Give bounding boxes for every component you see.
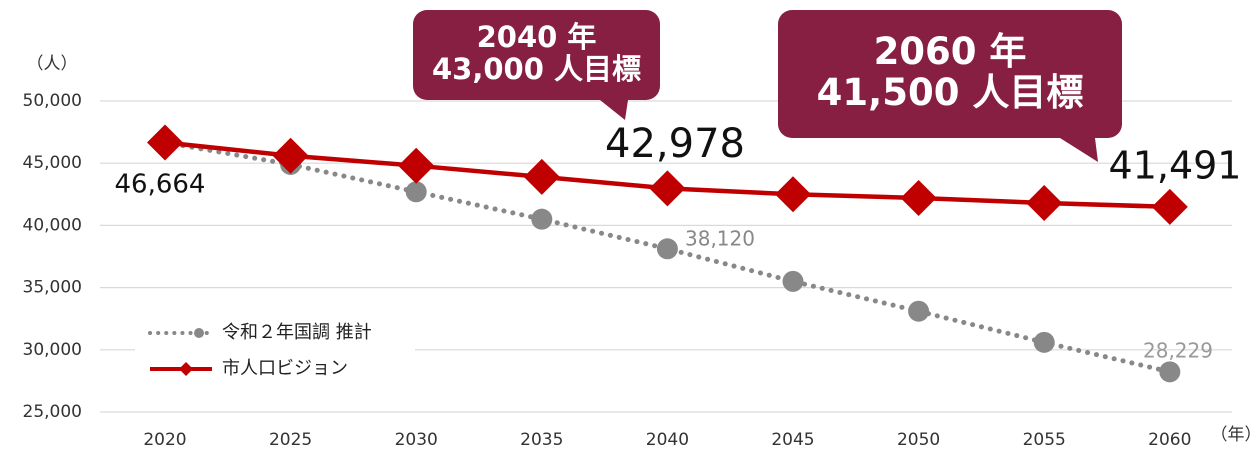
- y-unit: （人）: [27, 54, 78, 74]
- callout: 2060 年41,500 人目標: [778, 10, 1122, 162]
- x-tick-label: 2020: [143, 430, 186, 450]
- data-label: 46,664: [115, 170, 206, 200]
- x-unit: （年）: [1211, 425, 1254, 445]
- callout-box: [413, 10, 660, 100]
- legend-marker: [179, 362, 193, 376]
- x-tick-label: 2050: [897, 430, 940, 450]
- callout-text: 41,500 人目標: [817, 71, 1084, 114]
- y-tick-label: 30,000: [23, 340, 82, 360]
- point: [272, 137, 309, 174]
- point: [782, 270, 804, 292]
- y-tick-label: 45,000: [23, 153, 82, 173]
- y-tick-label: 50,000: [23, 91, 82, 111]
- x-tick-label: 2060: [1148, 430, 1191, 450]
- x-tick-label: 2055: [1023, 430, 1066, 450]
- y-tick-label: 40,000: [23, 215, 82, 235]
- y-tick-label: 35,000: [23, 278, 82, 298]
- y-tick-label: 25,000: [23, 402, 82, 422]
- legend-marker: [194, 328, 204, 338]
- data-label: 42,978: [605, 121, 745, 167]
- point: [531, 208, 553, 230]
- callout: 2040 年43,000 人目標: [413, 10, 660, 120]
- data-label: 38,120: [685, 227, 755, 251]
- callout-text: 43,000 人目標: [432, 52, 641, 86]
- point: [775, 176, 811, 213]
- legend-label: 市人口ビジョン: [222, 358, 348, 379]
- callout-tip: [600, 100, 628, 120]
- point: [908, 300, 930, 322]
- callout-box: [778, 10, 1122, 138]
- point: [1151, 188, 1188, 225]
- point: [405, 181, 427, 203]
- point: [1159, 361, 1181, 383]
- point: [656, 238, 678, 260]
- data-label: 28,229: [1143, 339, 1213, 363]
- point: [398, 147, 435, 184]
- point: [1026, 185, 1063, 222]
- data-label: 41,491: [1109, 144, 1242, 188]
- callout-text: 2060 年: [874, 30, 1027, 73]
- point: [523, 158, 560, 195]
- x-tick-label: 2025: [269, 430, 312, 450]
- x-tick-label: 2040: [646, 430, 689, 450]
- point: [900, 180, 937, 217]
- callout-text: 2040 年: [477, 20, 597, 54]
- point: [147, 124, 183, 161]
- legend-label: 令和２年国調 推計: [222, 322, 372, 343]
- x-tick-label: 2030: [395, 430, 438, 450]
- x-tick-label: 2045: [771, 430, 814, 450]
- x-tick-label: 2035: [520, 430, 563, 450]
- callout-tip: [1060, 138, 1098, 162]
- legend-box: [135, 318, 415, 388]
- point: [1033, 331, 1055, 353]
- point: [649, 170, 686, 207]
